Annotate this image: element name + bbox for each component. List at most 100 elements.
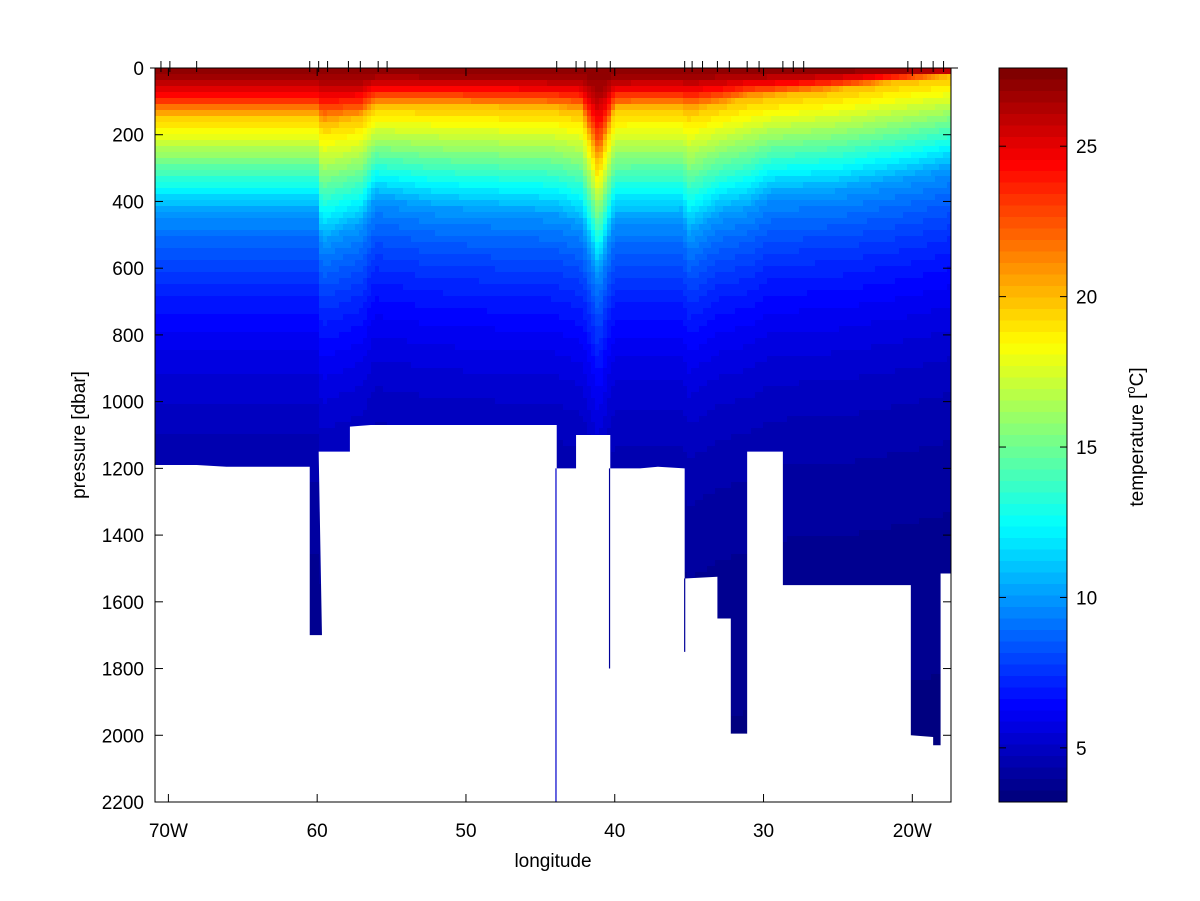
heatmap-cell xyxy=(159,218,164,225)
heatmap-cell xyxy=(259,200,264,207)
heatmap-cell xyxy=(267,296,272,303)
heatmap-cell xyxy=(163,158,168,165)
heatmap-cell xyxy=(179,206,184,213)
heatmap-cell xyxy=(251,302,256,309)
heatmap-cell xyxy=(231,266,236,273)
heatmap-cell xyxy=(199,278,204,285)
heatmap-cell xyxy=(263,446,268,453)
heatmap-cell xyxy=(223,344,228,351)
heatmap-cell xyxy=(299,146,304,153)
heatmap-cell xyxy=(231,344,236,351)
heatmap-cell xyxy=(211,326,216,333)
heatmap-cell xyxy=(223,428,228,435)
heatmap-cell xyxy=(155,128,160,135)
heatmap-cell xyxy=(207,110,212,117)
heatmap-cell xyxy=(199,206,204,213)
heatmap-cell xyxy=(211,260,216,267)
heatmap-cell xyxy=(267,260,272,267)
heatmap-cell xyxy=(195,170,200,177)
heatmap-cell xyxy=(271,272,276,279)
heatmap-cell xyxy=(179,290,184,297)
heatmap-cell xyxy=(195,308,200,315)
heatmap-cell xyxy=(175,140,180,147)
heatmap-cell xyxy=(215,392,220,399)
heatmap-cell xyxy=(179,236,184,243)
heatmap-cell xyxy=(291,380,296,387)
heatmap-cell xyxy=(199,152,204,159)
heatmap-cell xyxy=(195,356,200,363)
heatmap-cell xyxy=(175,428,180,435)
heatmap-cell xyxy=(159,404,164,411)
heatmap-cell xyxy=(279,422,284,429)
heatmap-cell xyxy=(235,326,240,333)
heatmap-cell xyxy=(287,200,292,207)
heatmap-cell xyxy=(175,74,180,81)
heatmap-cell xyxy=(311,146,316,153)
heatmap-cell xyxy=(255,260,260,267)
heatmap-cell xyxy=(283,224,288,231)
heatmap-cell xyxy=(215,128,220,135)
heatmap-cell xyxy=(155,452,160,459)
heatmap-cell xyxy=(199,452,204,459)
heatmap-cell xyxy=(307,272,312,279)
heatmap-cell xyxy=(287,386,292,393)
heatmap-cell xyxy=(223,152,228,159)
heatmap-cell xyxy=(183,164,188,171)
heatmap-cell xyxy=(279,116,284,123)
heatmap-cell xyxy=(167,326,172,333)
heatmap-cell xyxy=(215,260,220,267)
heatmap-cell xyxy=(203,104,208,111)
heatmap-cell xyxy=(167,410,172,417)
heatmap-cell xyxy=(231,86,236,93)
heatmap-cell xyxy=(155,410,160,417)
heatmap-cell xyxy=(199,344,204,351)
heatmap-cell xyxy=(279,104,284,111)
heatmap-cell xyxy=(275,176,280,183)
heatmap-cell xyxy=(199,158,204,165)
heatmap-cell xyxy=(215,410,220,417)
heatmap-cell xyxy=(311,302,316,309)
heatmap-cell xyxy=(275,410,280,417)
heatmap-cell xyxy=(219,302,224,309)
heatmap-cell xyxy=(195,326,200,333)
heatmap-cell xyxy=(167,332,172,339)
heatmap-cell xyxy=(167,182,172,189)
heatmap-cell xyxy=(207,224,212,231)
heatmap-cell xyxy=(207,92,212,99)
heatmap-cell xyxy=(191,188,196,195)
heatmap-cell xyxy=(159,164,164,171)
heatmap-cell xyxy=(263,272,268,279)
heatmap-cell xyxy=(239,188,244,195)
heatmap-cell xyxy=(155,266,160,273)
heatmap-cell xyxy=(295,320,300,327)
heatmap-cell xyxy=(267,338,272,345)
heatmap-cell xyxy=(215,122,220,129)
heatmap-cell xyxy=(303,356,308,363)
heatmap-cell xyxy=(279,392,284,399)
heatmap-cell xyxy=(259,332,264,339)
heatmap-cell xyxy=(195,236,200,243)
heatmap-cell xyxy=(239,410,244,417)
heatmap-cell xyxy=(275,338,280,345)
heatmap-cell xyxy=(227,146,232,153)
heatmap-cell xyxy=(223,350,228,357)
heatmap-cell xyxy=(247,362,252,369)
heatmap-cell xyxy=(195,248,200,255)
heatmap-cell xyxy=(267,362,272,369)
heatmap-cell xyxy=(207,128,212,135)
heatmap-cell xyxy=(283,428,288,435)
heatmap-cell xyxy=(211,440,216,447)
heatmap-cell xyxy=(191,128,196,135)
heatmap-cell xyxy=(291,302,296,309)
heatmap-cell xyxy=(251,356,256,363)
heatmap-cell xyxy=(183,146,188,153)
heatmap-cell xyxy=(247,152,252,159)
heatmap-cell xyxy=(295,188,300,195)
heatmap-cell xyxy=(223,278,228,285)
heatmap-cell xyxy=(283,98,288,105)
heatmap-cell xyxy=(203,224,208,231)
heatmap-cell xyxy=(267,386,272,393)
heatmap-cell xyxy=(271,230,276,237)
heatmap-cell xyxy=(203,302,208,309)
heatmap-cell xyxy=(251,224,256,231)
